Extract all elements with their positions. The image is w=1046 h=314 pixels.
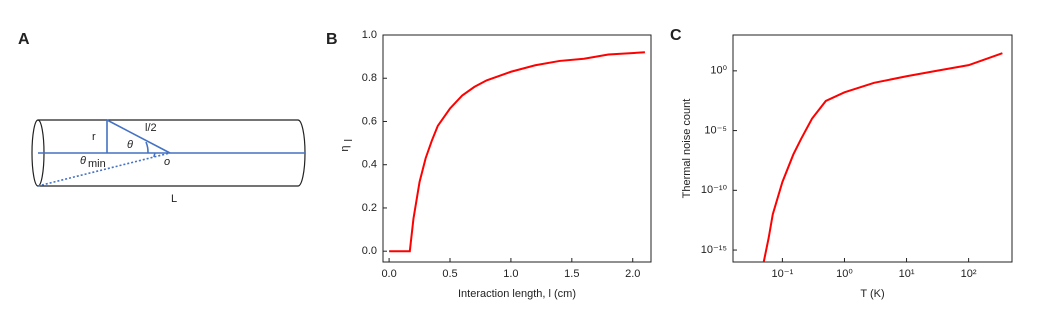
y-tick-label: 0.8 (362, 72, 377, 84)
y-axis-label: Thermal noise count (681, 99, 693, 199)
x-tick-label: 10² (961, 268, 977, 280)
x-tick-label: 0.5 (442, 268, 457, 280)
x-axis-label: Interaction length, l (cm) (458, 288, 576, 300)
y-tick-label: 10⁰ (710, 65, 727, 77)
panel-label: C (670, 27, 682, 44)
min-angle-line (37, 152, 171, 187)
panel-label: A (18, 31, 30, 48)
cylinder-diagram: r l/2 θ θ min o L (31, 119, 306, 205)
x-tick-label: 1.5 (564, 268, 579, 280)
y-tick-label: 0.2 (362, 202, 377, 214)
diagram-label: min (88, 158, 106, 170)
x-tick-label: 2.0 (625, 268, 640, 280)
diagram-label: l/2 (145, 122, 157, 134)
x-tick-label: 10¹ (899, 268, 915, 280)
y-tick-label: 0.6 (362, 115, 377, 127)
y-tick-label: 1.0 (362, 29, 377, 41)
angle-arc (153, 152, 156, 158)
diagram-label: θ (80, 155, 86, 167)
x-tick-label: 10⁻¹ (772, 268, 794, 280)
y-axis-label-subscript: l (343, 139, 355, 141)
data-line (762, 52, 1003, 262)
y-axis-label: η (339, 145, 351, 151)
y-tick-label: 10⁻⁵ (704, 124, 727, 136)
diagram-label: o (164, 156, 170, 168)
y-tick-label: 10⁻¹⁰ (701, 184, 728, 196)
data-line (389, 51, 645, 253)
panel-label: B (326, 31, 338, 48)
x-tick-label: 1.0 (503, 268, 518, 280)
plot-frame (732, 34, 1013, 263)
y-tick-label: 0.0 (362, 245, 377, 257)
y-tick-label: 10⁻¹⁵ (701, 244, 727, 256)
x-tick-label: 0.0 (381, 268, 396, 280)
y-tick-label: 0.4 (362, 159, 377, 171)
plot-frame (382, 34, 652, 263)
angle-arc (145, 141, 149, 154)
x-tick-label: 10⁰ (836, 268, 853, 280)
diagram-label: θ (127, 139, 133, 151)
half-length-line (106, 119, 171, 154)
diagram-label: r (92, 131, 96, 143)
x-axis-label: T (K) (860, 288, 884, 300)
diagram-label: L (171, 193, 177, 205)
